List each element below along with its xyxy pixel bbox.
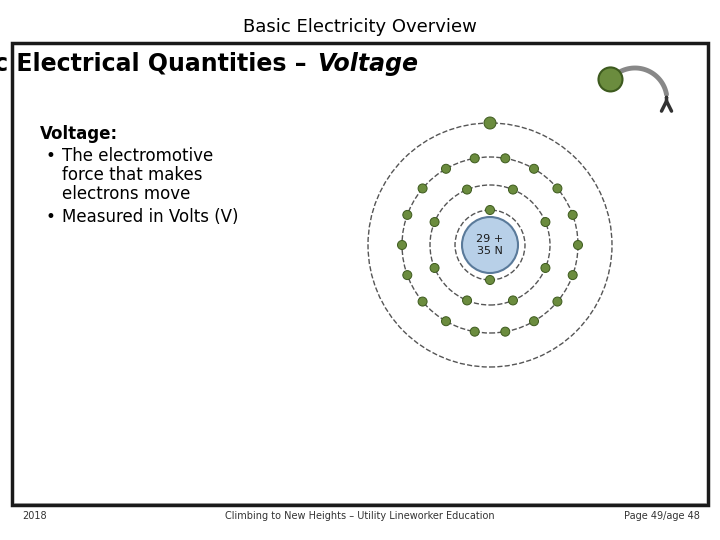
Circle shape — [541, 264, 550, 273]
Text: Measured in Volts (V): Measured in Volts (V) — [62, 208, 238, 226]
Circle shape — [541, 218, 550, 227]
Circle shape — [529, 164, 539, 173]
Circle shape — [484, 117, 496, 129]
Circle shape — [553, 184, 562, 193]
Circle shape — [574, 240, 582, 249]
Circle shape — [508, 185, 518, 194]
Circle shape — [402, 271, 412, 280]
Circle shape — [430, 218, 439, 227]
Text: 35 N: 35 N — [477, 246, 503, 256]
Circle shape — [485, 206, 495, 214]
Circle shape — [441, 164, 451, 173]
Circle shape — [397, 240, 407, 249]
Circle shape — [470, 154, 480, 163]
Text: 2018: 2018 — [22, 511, 47, 521]
Circle shape — [529, 317, 539, 326]
Text: Climbing to New Heights – Utility Lineworker Education: Climbing to New Heights – Utility Linewo… — [225, 511, 495, 521]
Text: •: • — [45, 208, 55, 226]
Circle shape — [553, 297, 562, 306]
Circle shape — [485, 275, 495, 285]
Circle shape — [568, 211, 577, 219]
Circle shape — [462, 296, 472, 305]
Circle shape — [418, 184, 427, 193]
Circle shape — [418, 297, 427, 306]
Text: force that makes: force that makes — [62, 166, 202, 184]
Text: Voltage: Voltage — [317, 52, 418, 76]
Text: Page 49/age 48: Page 49/age 48 — [624, 511, 700, 521]
Circle shape — [462, 217, 518, 273]
Circle shape — [470, 327, 480, 336]
Circle shape — [568, 271, 577, 280]
Circle shape — [462, 185, 472, 194]
Text: The electromotive: The electromotive — [62, 147, 213, 165]
Text: Voltage:: Voltage: — [40, 125, 118, 143]
Circle shape — [508, 296, 518, 305]
Bar — [12, 43, 708, 505]
Text: 29 +: 29 + — [477, 234, 503, 244]
Circle shape — [501, 154, 510, 163]
Text: Basic Electricity Overview: Basic Electricity Overview — [243, 18, 477, 36]
Circle shape — [402, 211, 412, 219]
Circle shape — [598, 68, 623, 91]
Circle shape — [441, 317, 451, 326]
Text: •: • — [45, 147, 55, 165]
Circle shape — [430, 264, 439, 273]
Text: electrons move: electrons move — [62, 185, 190, 203]
Circle shape — [501, 327, 510, 336]
Text: Basic Electrical Quantities –: Basic Electrical Quantities – — [0, 52, 315, 76]
